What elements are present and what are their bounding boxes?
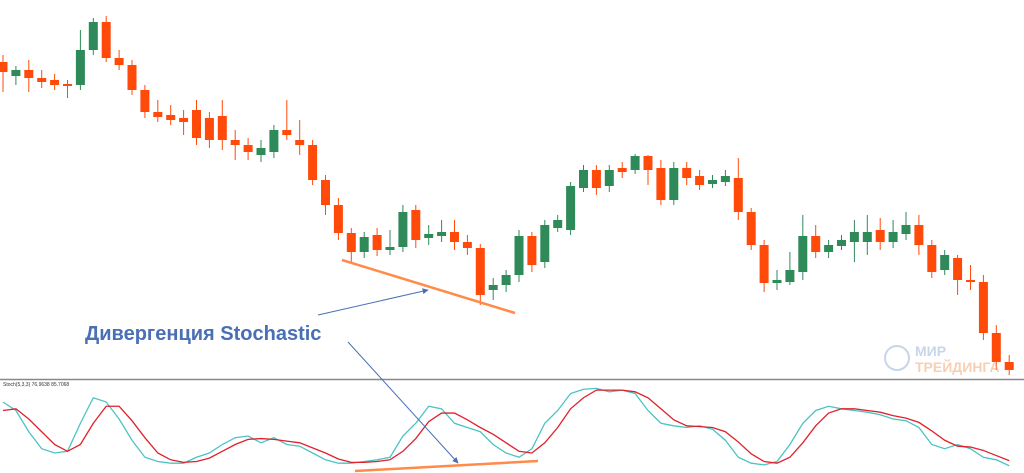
candle-body <box>230 140 240 145</box>
candle-body <box>437 232 447 236</box>
candle-body <box>914 225 924 245</box>
candle-body <box>11 70 21 76</box>
candle-body <box>527 236 537 265</box>
candle-body <box>785 270 795 282</box>
candle-body <box>462 242 472 248</box>
watermark-icon <box>884 345 910 371</box>
candle-body <box>295 140 305 145</box>
candle-body <box>24 70 34 78</box>
candle-body <box>333 205 343 233</box>
candle-body <box>101 22 111 58</box>
candle-body <box>720 176 730 182</box>
candle-body <box>695 176 705 185</box>
price-panel <box>0 16 1014 375</box>
stochastic-line <box>2 387 1010 467</box>
candle-body <box>811 236 821 252</box>
candle-body <box>991 333 1001 362</box>
candle-body <box>862 232 872 242</box>
candle-body <box>488 285 498 290</box>
arrow <box>317 288 429 316</box>
candle-body <box>591 170 601 188</box>
candle-body <box>540 225 550 262</box>
candle-body <box>308 145 318 180</box>
candle-body <box>630 156 640 170</box>
candle-body <box>140 90 150 112</box>
candle-body <box>0 62 8 72</box>
candle-body <box>179 118 189 122</box>
candle-body <box>643 156 653 170</box>
candle-body <box>346 233 356 252</box>
candle-body <box>604 170 614 186</box>
candle-body <box>359 237 369 252</box>
candle-body <box>321 180 330 205</box>
watermark-text: ТРЕЙДИНГА <box>915 358 1000 375</box>
candle-body <box>682 168 692 178</box>
trend-line <box>354 459 539 473</box>
stochastic-panel <box>2 387 1010 467</box>
candle-body <box>127 65 137 90</box>
candle-body <box>849 232 859 242</box>
indicator-label: Stoch(5,3,3) 76.9638 85.7068 <box>3 382 69 388</box>
candle-body <box>166 115 176 120</box>
candle-body <box>953 258 963 280</box>
candle-body <box>888 232 898 242</box>
candle-body <box>385 247 395 250</box>
candle-body <box>940 255 950 270</box>
candle-body <box>656 168 666 200</box>
stochastic-line <box>2 389 1010 464</box>
candle-body <box>669 168 679 200</box>
candle-body <box>88 22 98 50</box>
candle-body <box>398 212 408 247</box>
candle-body <box>798 236 808 272</box>
annotation: Дивергенция Stochastic <box>85 323 321 345</box>
arrow <box>347 341 459 464</box>
watermark: МИР ТРЕЙДИНГА <box>884 343 1000 375</box>
candle-body <box>269 130 279 152</box>
candle-body <box>708 180 717 184</box>
candle-body <box>411 210 421 240</box>
candle-body <box>243 145 253 152</box>
candle-body <box>153 112 163 117</box>
candle-body <box>282 130 292 135</box>
candle-body <box>501 275 511 285</box>
watermark-text: МИР <box>915 343 946 359</box>
candle-body <box>63 84 72 86</box>
candle-body <box>553 220 563 228</box>
candle-body <box>75 50 85 85</box>
candle-body <box>746 212 756 245</box>
candle-body <box>37 78 47 82</box>
candle-body <box>759 245 769 283</box>
candle-body <box>50 80 60 85</box>
candle-body <box>733 178 743 212</box>
candle-body <box>901 225 911 234</box>
candle-body <box>927 245 937 272</box>
candle-body <box>579 170 588 188</box>
candle-body <box>475 248 485 295</box>
candle-body <box>966 280 975 282</box>
candle-body <box>256 148 266 155</box>
candle-body <box>824 245 834 252</box>
candle-body <box>114 58 124 65</box>
candle-body <box>772 280 782 283</box>
candle-body <box>837 240 846 246</box>
candle-body <box>1004 362 1014 370</box>
candle-body <box>978 282 988 333</box>
candle-body <box>566 186 576 230</box>
candle-body <box>204 118 214 140</box>
candle-body <box>217 116 227 140</box>
candle-body <box>192 110 201 138</box>
candle-body <box>450 232 459 242</box>
trend-line <box>341 258 516 315</box>
candle-body <box>424 234 434 238</box>
candle-body <box>372 235 382 250</box>
candle-body <box>875 230 885 242</box>
candle-body <box>617 168 627 172</box>
candle-body <box>514 236 524 275</box>
